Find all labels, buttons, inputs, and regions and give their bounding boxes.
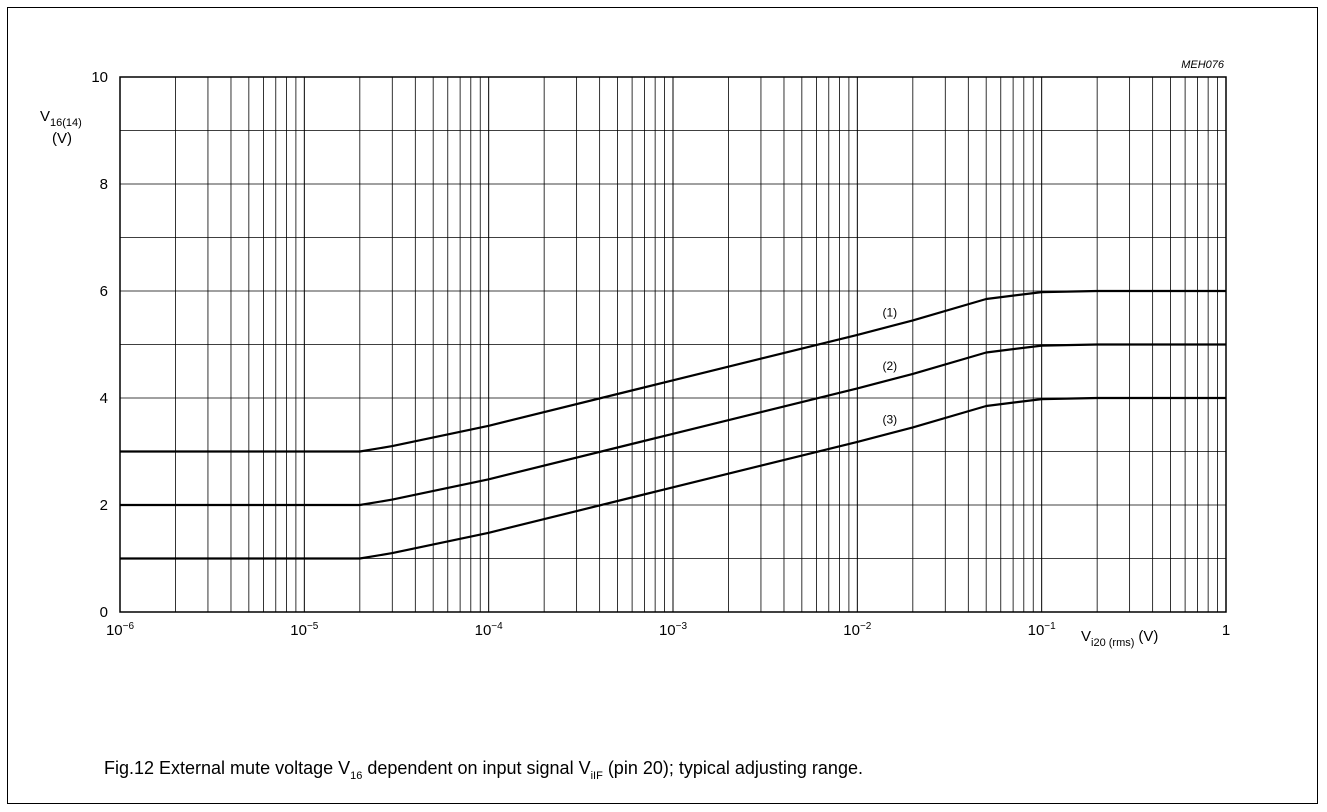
- figure-caption: Fig.12 External mute voltage V16 depende…: [104, 758, 863, 782]
- x-tick-label: 10−5: [290, 621, 319, 639]
- x-tick-label: 1: [1222, 622, 1230, 639]
- x-tick-label: 10−4: [475, 621, 504, 639]
- curve-2: [120, 343, 1226, 507]
- y-tick-label: 4: [100, 390, 108, 407]
- series-labels: (1) (2) (3): [882, 305, 897, 426]
- curve-label-1: (1): [882, 305, 897, 319]
- y-tick-label: 2: [100, 497, 108, 514]
- x-tick-label: 10−1: [1028, 621, 1057, 639]
- y-axis-unit: (V): [52, 130, 72, 147]
- figure-frame: [7, 7, 1318, 804]
- y-tick-labels: 0 2 4 6 8 10: [91, 69, 108, 621]
- y-tick-label: 8: [100, 176, 108, 193]
- x-tick-label: 10−2: [843, 621, 872, 639]
- plot-border: [119, 76, 1227, 613]
- x-axis-title: Vi20 (rms) (V): [1081, 628, 1158, 649]
- curve-1: [120, 289, 1226, 453]
- y-tick-label: 10: [91, 69, 108, 86]
- curves: [120, 289, 1226, 560]
- y-axis-title: V16(14): [40, 108, 82, 129]
- curve-3: [120, 396, 1226, 560]
- grid-lines: [119, 76, 1226, 613]
- y-tick-label: 0: [100, 604, 108, 621]
- x-tick-labels: 10−6 10−5 10−4 10−3 10−2 10−1 1: [106, 621, 1230, 639]
- y-tick-label: 6: [100, 283, 108, 300]
- curve-label-3: (3): [882, 412, 897, 426]
- figure-code: MEH076: [1181, 59, 1225, 71]
- x-tick-label: 10−6: [106, 621, 135, 639]
- curve-label-2: (2): [882, 359, 897, 373]
- x-tick-label: 10−3: [659, 621, 688, 639]
